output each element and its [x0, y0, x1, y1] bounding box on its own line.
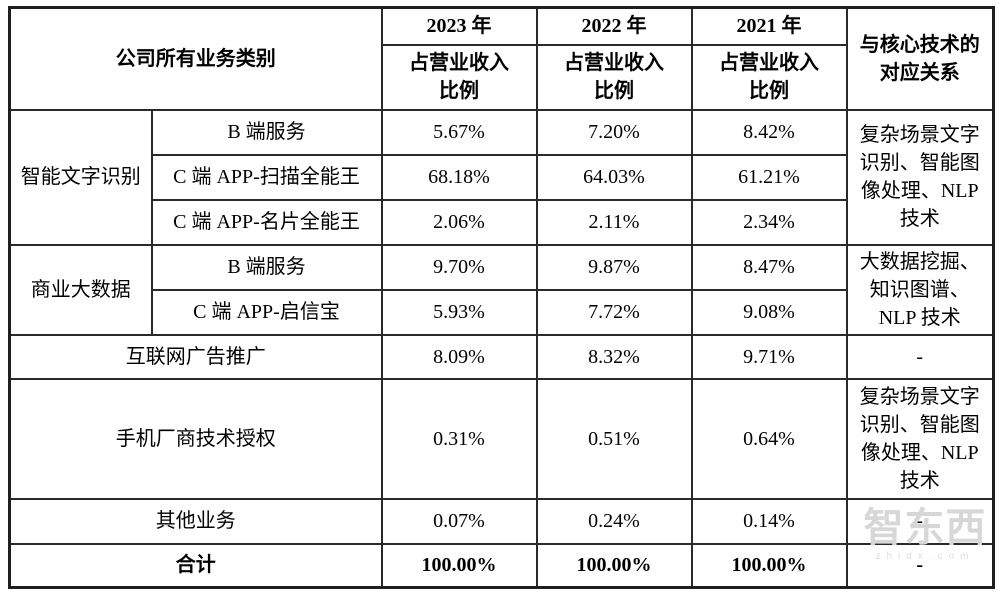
cell-label-total: 合计 — [8, 542, 383, 589]
cell-phone-oem-tech: 复杂场景文字 识别、智能图 像处理、NLP 技术 — [845, 377, 995, 500]
header-sub-2022: 占营业收入 比例 — [535, 43, 693, 111]
header-year-2021: 2021 年 — [690, 6, 848, 46]
cell-label-b-service-2: B 端服务 — [150, 243, 383, 291]
table-row-internet-ad: 互联网广告推广 8.09% 8.32% 9.71% - — [8, 333, 995, 380]
cell-phone-oem-2023: 0.31% — [380, 377, 538, 500]
header-category: 公司所有业务类别 — [8, 6, 383, 111]
cell-b-service-2-2022: 9.87% — [535, 243, 693, 291]
table-row-total: 合计 100.00% 100.00% 100.00% - — [8, 542, 995, 589]
cell-label-phone-oem: 手机厂商技术授权 — [8, 377, 383, 500]
cell-internet-ad-tech: - — [845, 333, 995, 380]
cell-other-tech: - — [845, 497, 995, 545]
group-smart-text-label: 智能文字识别 — [8, 108, 153, 246]
cell-label-scanner: C 端 APP-扫描全能王 — [150, 153, 383, 201]
table-row-scanner: C 端 APP-扫描全能王 68.18% 64.03% 61.21% — [10, 153, 994, 201]
cell-b-service-1-2022: 7.20% — [535, 108, 693, 156]
cell-scanner-2022: 64.03% — [535, 153, 693, 201]
cell-internet-ad-2022: 8.32% — [535, 333, 693, 380]
cell-other-2021: 0.14% — [690, 497, 848, 545]
header-tech-relation: 与核心技术的 对应关系 — [845, 6, 995, 111]
table-row-b-service-2: 商业大数据 B 端服务 9.70% 9.87% 8.47% 大数据挖掘、 知识图… — [8, 243, 995, 336]
cell-phone-oem-2021: 0.64% — [690, 377, 848, 500]
header-sub-2021: 占营业收入 比例 — [690, 43, 848, 111]
cell-label-internet-ad: 互联网广告推广 — [8, 333, 383, 380]
cell-internet-ad-2021: 9.71% — [690, 333, 848, 380]
cell-camcard-2023: 2.06% — [380, 198, 538, 246]
cell-other-2023: 0.07% — [380, 497, 538, 545]
cell-qixinbao-2021: 9.08% — [690, 288, 848, 336]
cell-b-service-1-2023: 5.67% — [380, 108, 538, 156]
table-row-camcard: C 端 APP-名片全能王 2.06% 2.11% 2.34% — [10, 198, 994, 246]
table-row-phone-oem: 手机厂商技术授权 0.31% 0.51% 0.64% 复杂场景文字 识别、智能图… — [8, 377, 995, 500]
cell-b-service-2-2021: 8.47% — [690, 243, 848, 291]
cell-scanner-2023: 68.18% — [380, 153, 538, 201]
cell-total-2023: 100.00% — [380, 542, 538, 589]
header-row-years: 公司所有业务类别 2023 年 2022 年 2021 年 与核心技术的 对应关… — [8, 6, 995, 111]
cell-phone-oem-2022: 0.51% — [535, 377, 693, 500]
cell-qixinbao-2022: 7.72% — [535, 288, 693, 336]
group-big-data-label: 商业大数据 — [8, 243, 153, 336]
group-big-data-tech: 大数据挖掘、 知识图谱、 NLP 技术 — [845, 243, 995, 336]
cell-total-tech: - — [845, 542, 995, 589]
cell-label-b-service-1: B 端服务 — [150, 108, 383, 156]
cell-label-camcard: C 端 APP-名片全能王 — [150, 198, 383, 246]
business-revenue-table: 公司所有业务类别 2023 年 2022 年 2021 年 与核心技术的 对应关… — [8, 6, 995, 589]
cell-label-qixinbao: C 端 APP-启信宝 — [150, 288, 383, 336]
cell-internet-ad-2023: 8.09% — [380, 333, 538, 380]
cell-total-2022: 100.00% — [535, 542, 693, 589]
cell-scanner-2021: 61.21% — [690, 153, 848, 201]
table-row-qixinbao: C 端 APP-启信宝 5.93% 7.72% 9.08% — [10, 288, 994, 336]
cell-b-service-1-2021: 8.42% — [690, 108, 848, 156]
cell-b-service-2-2023: 9.70% — [380, 243, 538, 291]
header-row-subtitles: 占营业收入 比例 占营业收入 比例 占营业收入 比例 — [10, 43, 994, 111]
table-row-b-service-1: 智能文字识别 B 端服务 5.67% 7.20% 8.42% 复杂场景文字 识别… — [8, 108, 995, 246]
cell-camcard-2022: 2.11% — [535, 198, 693, 246]
header-year-2023: 2023 年 — [380, 6, 538, 46]
cell-other-2022: 0.24% — [535, 497, 693, 545]
cell-qixinbao-2023: 5.93% — [380, 288, 538, 336]
cell-total-2021: 100.00% — [690, 542, 848, 589]
header-year-2022: 2022 年 — [535, 6, 693, 46]
table-row-other: 其他业务 0.07% 0.24% 0.14% - — [8, 497, 995, 545]
cell-camcard-2021: 2.34% — [690, 198, 848, 246]
header-sub-2023: 占营业收入 比例 — [380, 43, 538, 111]
group-smart-text-tech: 复杂场景文字 识别、智能图 像处理、NLP 技术 — [845, 108, 995, 246]
cell-label-other: 其他业务 — [8, 497, 383, 545]
